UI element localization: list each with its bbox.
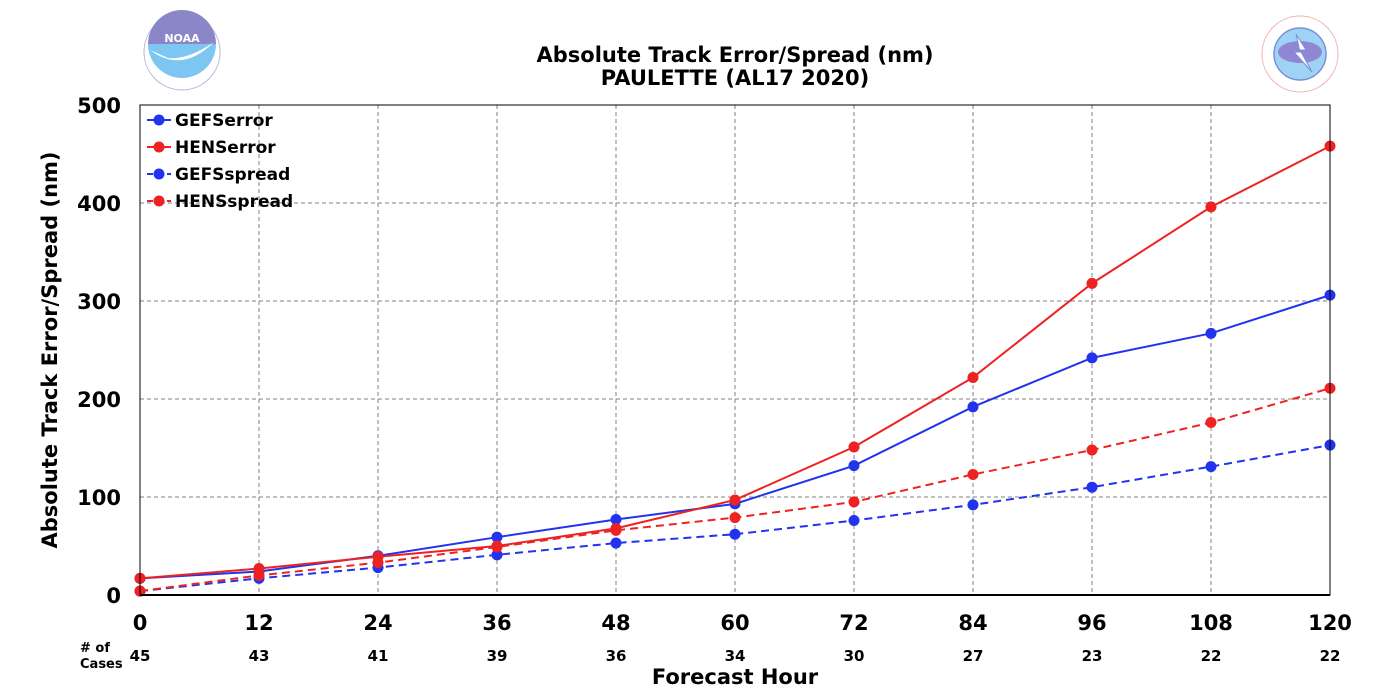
data-point-HENSspread — [729, 512, 741, 524]
x-tick-label: 24 — [363, 611, 392, 635]
data-point-GEFSerror — [1205, 327, 1217, 339]
x-tick-label: 72 — [839, 611, 868, 635]
legend-label-HENSerror: HENSerror — [175, 138, 276, 158]
x-tick-labels: 0 12 24 36 48 60 72 84 96 108 120 — [133, 611, 1352, 635]
data-point-GEFSspread — [1205, 461, 1217, 473]
series-layer — [134, 140, 1336, 597]
data-point-HENSerror — [967, 371, 979, 383]
cases-count: 22 — [1320, 647, 1341, 665]
nws-logo-icon — [1261, 15, 1339, 93]
data-point-HENSspread — [253, 569, 265, 581]
y-tick-label: 300 — [77, 290, 121, 314]
data-point-GEFSerror — [967, 401, 979, 413]
data-point-HENSspread — [491, 541, 503, 553]
data-point-GEFSspread — [610, 537, 622, 549]
x-tick-label: 120 — [1308, 611, 1352, 635]
x-tick-label: 108 — [1189, 611, 1233, 635]
data-point-GEFSspread — [729, 528, 741, 540]
legend-label-GEFSspread: GEFSspread — [175, 165, 290, 185]
legend-label-GEFSerror: GEFSerror — [175, 111, 273, 131]
x-tick-label: 96 — [1077, 611, 1106, 635]
chart-title: Absolute Track Error/Spread (nm) — [536, 43, 933, 67]
cases-count: 43 — [249, 647, 270, 665]
y-tick-label: 200 — [77, 388, 121, 412]
y-tick-label: 0 — [106, 584, 121, 608]
cases-label-line1: # of — [80, 641, 110, 656]
data-point-GEFSspread — [848, 515, 860, 527]
data-point-HENSspread — [1205, 417, 1217, 429]
data-point-GEFSspread — [967, 499, 979, 511]
cases-count: 45 — [130, 647, 151, 665]
cases-count: 41 — [368, 647, 389, 665]
x-tick-label: 0 — [133, 611, 148, 635]
legend: GEFSerror HENSerror GEFSspread HENSspread — [147, 111, 293, 212]
data-point-HENSerror — [848, 441, 860, 453]
noaa-logo-text: NOAA — [164, 32, 200, 45]
x-tick-label: 36 — [482, 611, 511, 635]
cases-row: 45 43 41 39 36 34 30 27 23 22 22 — [130, 647, 1341, 665]
data-point-HENSerror — [1205, 201, 1217, 213]
data-point-HENSspread — [610, 524, 622, 536]
y-axis-label: Absolute Track Error/Spread (nm) — [38, 151, 62, 548]
series-line-GEFSspread — [139, 444, 1331, 593]
legend-marker-GEFSspread — [153, 168, 165, 180]
x-tick-label: 48 — [601, 611, 630, 635]
cases-count: 36 — [606, 647, 627, 665]
data-point-GEFSspread — [1086, 481, 1098, 493]
cases-count: 27 — [963, 647, 984, 665]
legend-marker-GEFSerror — [153, 114, 165, 126]
data-point-GEFSerror — [848, 460, 860, 472]
noaa-logo-icon: NOAA — [143, 10, 221, 91]
cases-count: 22 — [1201, 647, 1222, 665]
cases-count: 39 — [487, 647, 508, 665]
data-point-HENSerror — [729, 494, 741, 506]
x-axis-label: Forecast Hour — [652, 665, 819, 689]
y-tick-label: 100 — [77, 486, 121, 510]
data-point-HENSspread — [967, 468, 979, 480]
legend-marker-HENSspread — [153, 195, 165, 207]
data-point-HENSspread — [848, 496, 860, 508]
x-tick-label: 60 — [720, 611, 749, 635]
y-tick-label: 400 — [77, 192, 121, 216]
data-point-GEFSerror — [491, 531, 503, 543]
data-point-GEFSerror — [610, 514, 622, 526]
data-point-HENSspread — [1086, 444, 1098, 456]
legend-label-HENSspread: HENSspread — [175, 192, 293, 212]
data-point-GEFSerror — [1086, 352, 1098, 364]
cases-count: 30 — [844, 647, 865, 665]
data-point-GEFSspread — [491, 549, 503, 561]
chart-subtitle: PAULETTE (AL17 2020) — [601, 66, 869, 90]
cases-count: 34 — [725, 647, 746, 665]
legend-marker-HENSerror — [153, 141, 165, 153]
x-tick-label: 12 — [244, 611, 273, 635]
cases-label-line2: Cases — [80, 657, 123, 672]
y-tick-label: 500 — [77, 94, 121, 118]
cases-count: 23 — [1082, 647, 1103, 665]
data-point-HENSerror — [1086, 277, 1098, 289]
data-point-HENSspread — [372, 557, 384, 569]
y-tick-labels: 0 100 200 300 400 500 — [77, 94, 121, 608]
x-tick-label: 84 — [958, 611, 987, 635]
